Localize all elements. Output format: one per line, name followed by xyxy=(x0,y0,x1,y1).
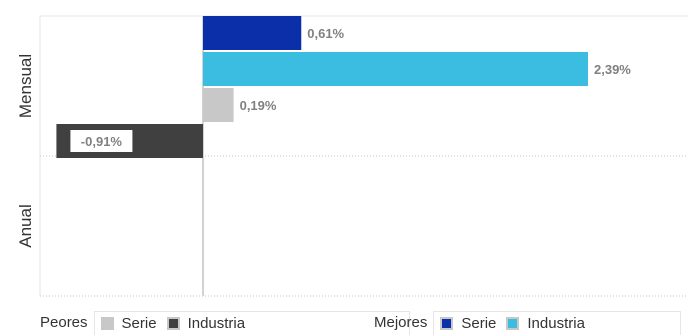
data-label: 0,19% xyxy=(240,98,277,113)
legend-mejores-title: Mejores xyxy=(374,314,428,331)
legend-swatch-icon xyxy=(506,316,520,330)
data-label: 2,39% xyxy=(594,62,631,77)
legend-mejores-box: Serie Industria xyxy=(433,310,682,335)
legend-mejores: Mejores Serie Industria xyxy=(374,310,682,335)
legend-peores-serie-label: Serie xyxy=(121,314,157,332)
data-label: 0,61% xyxy=(307,26,344,41)
legend-swatch-icon xyxy=(100,316,114,330)
data-label-background xyxy=(70,130,133,152)
bar xyxy=(203,16,302,50)
category-labels-layer: Mensual Anual xyxy=(16,54,35,248)
legend-mejores-industria-label: Industria xyxy=(527,314,585,332)
legend-peores-title: Peores xyxy=(40,314,88,331)
category-label: Mensual xyxy=(16,54,35,118)
legend-swatch-icon xyxy=(166,316,180,330)
data-label: -0,91% xyxy=(81,134,123,149)
legend-swatch-icon xyxy=(440,316,454,330)
bar xyxy=(203,88,234,122)
legend-peores-box: Serie Industria xyxy=(93,310,410,335)
chart-area: 0,61% 2,39% 0,19% -0,91% Mensual Anual xyxy=(16,15,688,297)
legend-mejores-serie-label: Serie xyxy=(461,314,497,332)
category-label: Anual xyxy=(16,204,35,247)
bar xyxy=(203,52,588,86)
legend-peores-industria-label: Industria xyxy=(187,314,246,332)
legend-peores: Peores Serie Industria xyxy=(40,310,410,335)
data-labels-layer: 0,61% 2,39% 0,19% -0,91% xyxy=(70,26,631,152)
bars-layer xyxy=(56,16,588,158)
